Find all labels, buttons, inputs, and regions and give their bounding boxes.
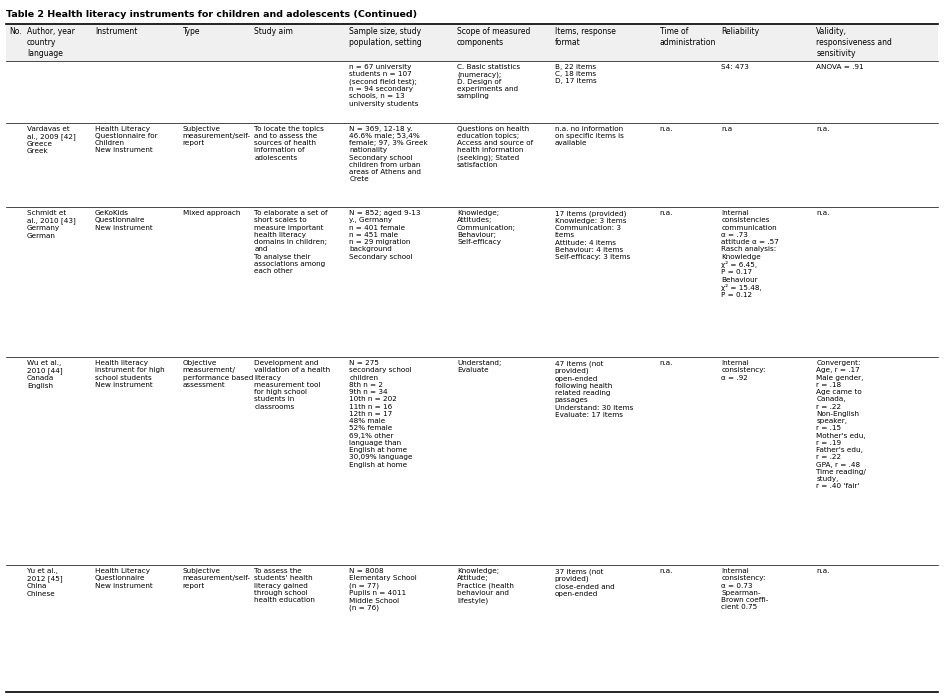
Text: B, 22 items
C, 18 items
D, 17 items: B, 22 items C, 18 items D, 17 items [555,64,597,84]
Text: Reliability: Reliability [721,27,760,36]
Text: Author, year
country
language: Author, year country language [27,27,75,58]
Text: n.a.: n.a. [660,210,673,216]
Text: Internal
consistency:
α = .92: Internal consistency: α = .92 [721,361,766,381]
Text: n.a.: n.a. [817,125,830,132]
Text: n.a.: n.a. [660,361,673,366]
Text: n.a.: n.a. [660,568,673,574]
Text: n.a. no information
on specific items is
available: n.a. no information on specific items is… [555,125,624,146]
Text: S4: 473: S4: 473 [721,64,750,70]
Text: n.a.: n.a. [817,568,830,574]
Text: Instrument: Instrument [94,27,137,36]
Text: C. Basic statistics
(numeracy);
D. Design of
experiments and
sampling: C. Basic statistics (numeracy); D. Desig… [457,64,520,100]
Text: Questions on health
education topics;
Access and source of
health information
(s: Questions on health education topics; Ac… [457,125,533,168]
Text: Internal
consistencies
communication
α = .73
attitude α = .57
Rasch analysis:
Kn: Internal consistencies communication α =… [721,210,780,299]
Text: To assess the
students' health
literacy gained
through school
health education: To assess the students' health literacy … [255,568,315,603]
Bar [6,61,938,122]
Text: n = 67 university
students n = 107
(second field test);
n = 94 secondary
schools: n = 67 university students n = 107 (seco… [349,64,419,106]
Text: Knowledge;
Attitude;
Practice (health
behaviour and
lifestyle): Knowledge; Attitude; Practice (health be… [457,568,514,604]
Text: To locate the topics
and to assess the
sources of health
information of
adolesce: To locate the topics and to assess the s… [255,125,325,161]
Text: Yu et al.,
2012 [45]
China
Chinese: Yu et al., 2012 [45] China Chinese [27,568,62,596]
Text: GeKoKids
Questionnaire
New instrument: GeKoKids Questionnaire New instrument [94,210,153,230]
Bar [6,24,938,61]
Text: 17 items (provided)
Knowledge: 3 items
Communication: 3
items
Attitude: 4 items
: 17 items (provided) Knowledge: 3 items C… [555,210,630,260]
Text: Objective
measurement/
performance based
assessment: Objective measurement/ performance based… [182,361,253,388]
Text: N = 852; aged 9-13
y., Germany
n = 401 female
n = 451 male
n = 29 migration
back: N = 852; aged 9-13 y., Germany n = 401 f… [349,210,421,260]
Text: Knowledge;
Attitudes;
Communication;
Behaviour;
Self-efficacy: Knowledge; Attitudes; Communication; Beh… [457,210,516,245]
Text: Health literacy
instrument for high
school students
New instrument: Health literacy instrument for high scho… [94,361,164,388]
Text: Health Literacy
Questionnaire for
Children
New instrument: Health Literacy Questionnaire for Childr… [94,125,158,153]
Text: 37 items (not
provided)
close-ended and
open-ended: 37 items (not provided) close-ended and … [555,568,615,596]
Text: Convergent:
Age, r = .17
Male gender,
r = .18
Age came to
Canada,
r = .22
Non-En: Convergent: Age, r = .17 Male gender, r … [817,361,867,489]
Text: n.a.: n.a. [817,210,830,216]
Text: Sample size, study
population, setting: Sample size, study population, setting [349,27,422,47]
Text: Understand;
Evaluate: Understand; Evaluate [457,361,501,374]
Text: Subjective
measurement/self-
report: Subjective measurement/self- report [182,568,250,589]
Text: No.: No. [9,27,22,36]
Text: N = 8008
Elementary School
(n = 77)
Pupils n = 4011
Middle School
(n = 76): N = 8008 Elementary School (n = 77) Pupi… [349,568,417,611]
Text: Schmidt et
al., 2010 [43]
Germany
German: Schmidt et al., 2010 [43] Germany German [27,210,76,239]
Bar [6,122,938,207]
Text: n.a.: n.a. [660,125,673,132]
Bar [6,357,938,565]
Text: Scope of measured
components: Scope of measured components [457,27,531,47]
Text: To elaborate a set of
short scales to
measure important
health literacy
domains : To elaborate a set of short scales to me… [255,210,328,274]
Text: ANOVA = .91: ANOVA = .91 [817,64,864,70]
Text: Table 2 Health literacy instruments for children and adolescents (Continued): Table 2 Health literacy instruments for … [6,10,417,19]
Text: N = 275
secondary school
children
8th n = 2
9th n = 34
10th n = 202
11th n = 16
: N = 275 secondary school children 8th n … [349,361,413,468]
Text: Internal
consistency:
α = 0.73
Spearman-
Brown coeffi-
cient 0.75: Internal consistency: α = 0.73 Spearman-… [721,568,768,610]
Text: Validity,
responsiveness and
sensitivity: Validity, responsiveness and sensitivity [817,27,892,58]
Text: Subjective
measurement/self-
report: Subjective measurement/self- report [182,125,250,146]
Text: Mixed approach: Mixed approach [182,210,240,216]
Text: Time of
administration: Time of administration [660,27,716,47]
Text: n.a: n.a [721,125,733,132]
Text: Wu et al.,
2010 [44]
Canada
English: Wu et al., 2010 [44] Canada English [27,361,62,389]
Text: 47 items (not
provided)
open-ended
following health
related reading
passages
Und: 47 items (not provided) open-ended follo… [555,361,633,418]
Bar [6,207,938,357]
Text: N = 369, 12-18 y.
46.6% male; 53,4%
female; 97, 3% Greek
nationality
Secondary s: N = 369, 12-18 y. 46.6% male; 53,4% fema… [349,125,428,182]
Text: Vardavas et
al., 2009 [42]
Greece
Greek: Vardavas et al., 2009 [42] Greece Greek [27,125,76,154]
Text: Health Literacy
Questionnaire
New instrument: Health Literacy Questionnaire New instru… [94,568,153,589]
Text: Type: Type [182,27,200,36]
Text: Study aim: Study aim [255,27,294,36]
Text: Items, response
format: Items, response format [555,27,615,47]
Text: Development and
validation of a health
literacy
measurement tool
for high school: Development and validation of a health l… [255,361,330,410]
Bar [6,565,938,692]
